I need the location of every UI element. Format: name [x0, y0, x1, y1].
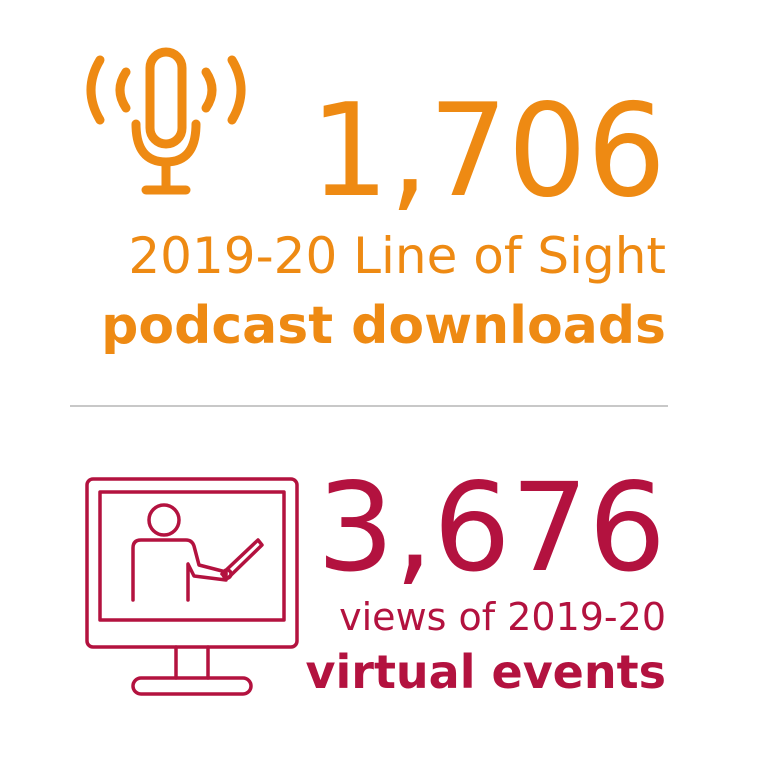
stat-line-bold: virtual events — [306, 645, 667, 699]
podcast-icon — [86, 47, 246, 195]
stat-number: 3,676 — [317, 457, 666, 599]
stat-line: views of 2019-20 — [339, 595, 666, 639]
events-icon — [85, 477, 299, 696]
stat-line-bold: podcast downloads — [101, 296, 666, 356]
stat-number: 1,706 — [310, 77, 666, 226]
stat-line: 2019-20 Line of Sight — [128, 227, 666, 285]
